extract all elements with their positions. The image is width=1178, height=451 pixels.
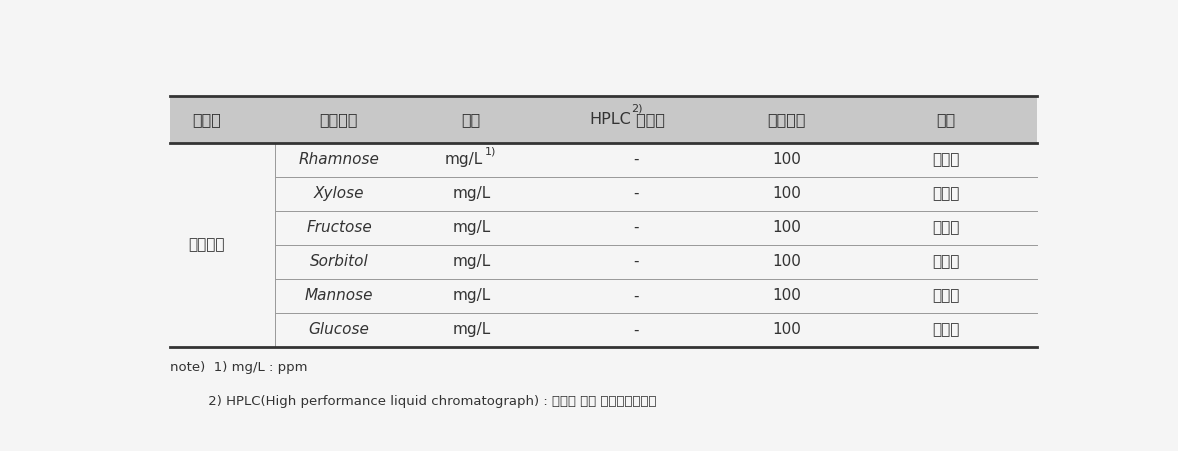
Text: 희석배수: 희석배수 [767,112,806,127]
Text: mg/L: mg/L [452,254,490,269]
Text: 김추출물: 김추출물 [188,237,225,252]
Text: 불검출: 불검출 [933,254,960,269]
Text: 100: 100 [772,288,801,304]
Text: note)  1) mg/L : ppm: note) 1) mg/L : ppm [170,361,307,374]
Text: 2) HPLC(High performance liquid chromatograph) : 고성능 액체 크로마토그래프: 2) HPLC(High performance liquid chromato… [170,396,656,409]
Text: -: - [633,322,638,337]
Text: Glucose: Glucose [309,322,370,337]
Text: 불검출: 불검출 [933,322,960,337]
Text: Fructose: Fructose [306,220,372,235]
Text: 1): 1) [485,146,496,156]
Text: 함량: 함량 [937,112,955,127]
Text: mg/L: mg/L [452,186,490,201]
Text: -: - [633,220,638,235]
Bar [170,96,1038,143]
Text: 불검출: 불검출 [933,288,960,304]
Text: HPLC: HPLC [589,112,631,127]
Text: -: - [633,288,638,304]
Text: -: - [633,152,638,167]
Text: Xylose: Xylose [313,186,364,201]
Text: 시료명: 시료명 [192,112,221,127]
Text: 100: 100 [772,254,801,269]
Text: -: - [633,254,638,269]
Text: mg/L: mg/L [452,322,490,337]
Text: 단위: 단위 [462,112,481,127]
Text: mg/L: mg/L [445,152,483,167]
Text: -: - [633,186,638,201]
Text: Mannose: Mannose [305,288,373,304]
Text: 측정치: 측정치 [631,112,666,127]
Text: 불검출: 불검출 [933,220,960,235]
Text: mg/L: mg/L [452,220,490,235]
Text: Sorbitol: Sorbitol [310,254,369,269]
Text: mg/L: mg/L [452,288,490,304]
Text: 100: 100 [772,322,801,337]
Text: 분석항목: 분석항목 [319,112,358,127]
Text: 100: 100 [772,152,801,167]
Text: 2): 2) [631,103,643,113]
Text: 불검출: 불검출 [933,152,960,167]
Text: 100: 100 [772,186,801,201]
Text: 불검출: 불검출 [933,186,960,201]
Text: Rhamnose: Rhamnose [298,152,379,167]
Text: 100: 100 [772,220,801,235]
